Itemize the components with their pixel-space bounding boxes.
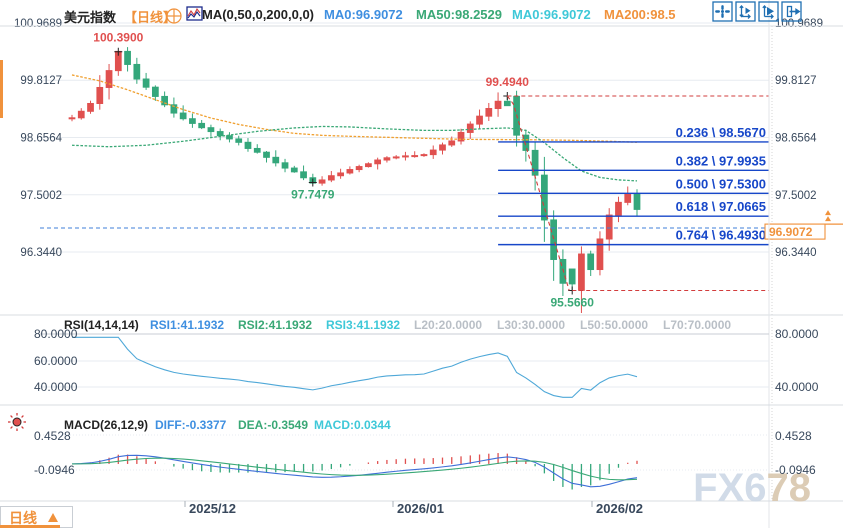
svg-text:96.3440: 96.3440 bbox=[775, 247, 817, 259]
svg-text:98.6564: 98.6564 bbox=[775, 133, 817, 145]
svg-text:0.618 \ 97.0665: 0.618 \ 97.0665 bbox=[676, 199, 766, 214]
svg-text:98.6564: 98.6564 bbox=[20, 133, 62, 145]
svg-text:96.9072: 96.9072 bbox=[769, 225, 813, 239]
svg-text:2026/02: 2026/02 bbox=[596, 501, 643, 516]
svg-text:99.8127: 99.8127 bbox=[775, 75, 817, 87]
svg-text:0.382 \ 97.9935: 0.382 \ 97.9935 bbox=[676, 153, 766, 168]
svg-text:100.9689: 100.9689 bbox=[14, 18, 62, 30]
svg-text:96.3440: 96.3440 bbox=[20, 247, 62, 259]
svg-text:97.5002: 97.5002 bbox=[20, 190, 62, 202]
svg-text:97.5002: 97.5002 bbox=[775, 190, 817, 202]
svg-text:0.500 \ 97.5300: 0.500 \ 97.5300 bbox=[676, 176, 766, 191]
svg-text:2025/12: 2025/12 bbox=[189, 501, 236, 516]
svg-text:97.7479: 97.7479 bbox=[291, 188, 335, 202]
svg-text:0.764 \ 96.4930: 0.764 \ 96.4930 bbox=[676, 228, 766, 243]
svg-text:100.3900: 100.3900 bbox=[93, 31, 143, 45]
svg-text:2026/01: 2026/01 bbox=[397, 501, 444, 516]
svg-text:99.4940: 99.4940 bbox=[486, 75, 530, 89]
svg-text:99.8127: 99.8127 bbox=[20, 75, 62, 87]
svg-text:95.5660: 95.5660 bbox=[551, 296, 595, 310]
svg-text:0.236 \ 98.5670: 0.236 \ 98.5670 bbox=[676, 125, 766, 140]
